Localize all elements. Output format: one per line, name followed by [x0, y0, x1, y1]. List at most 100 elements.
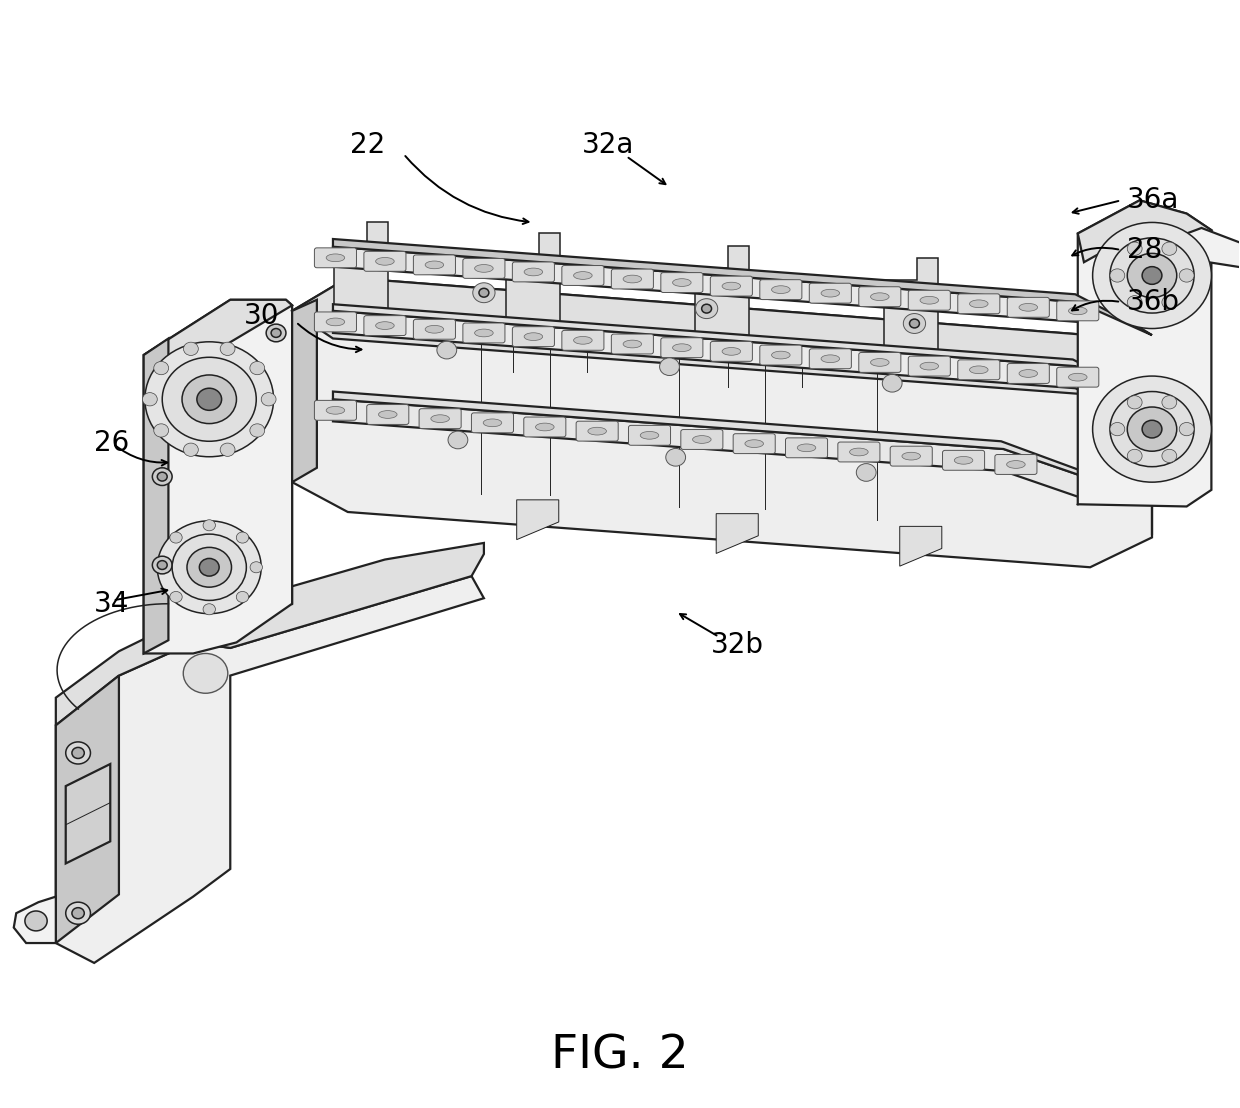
FancyBboxPatch shape	[1056, 301, 1099, 321]
FancyBboxPatch shape	[419, 409, 461, 429]
Polygon shape	[56, 543, 484, 726]
Ellipse shape	[870, 359, 889, 367]
Ellipse shape	[955, 456, 973, 464]
Polygon shape	[694, 246, 749, 339]
FancyBboxPatch shape	[859, 287, 900, 307]
Polygon shape	[14, 896, 56, 943]
FancyBboxPatch shape	[711, 276, 753, 296]
Ellipse shape	[821, 355, 839, 362]
Circle shape	[250, 424, 264, 437]
Circle shape	[221, 342, 236, 356]
Circle shape	[184, 342, 198, 356]
FancyBboxPatch shape	[463, 258, 505, 278]
Ellipse shape	[970, 366, 988, 373]
Polygon shape	[66, 765, 110, 863]
Polygon shape	[334, 391, 1090, 479]
Ellipse shape	[693, 435, 711, 443]
Circle shape	[145, 341, 274, 456]
Ellipse shape	[622, 340, 641, 348]
Ellipse shape	[484, 419, 502, 427]
Circle shape	[666, 449, 686, 466]
FancyBboxPatch shape	[315, 400, 356, 420]
Text: 36b: 36b	[1127, 288, 1180, 316]
FancyBboxPatch shape	[908, 290, 950, 310]
Polygon shape	[334, 399, 1090, 501]
Ellipse shape	[849, 448, 868, 455]
Circle shape	[170, 592, 182, 603]
Ellipse shape	[821, 289, 839, 297]
Polygon shape	[56, 676, 119, 943]
FancyBboxPatch shape	[611, 269, 653, 289]
Circle shape	[1127, 242, 1142, 255]
Circle shape	[1142, 420, 1162, 438]
Ellipse shape	[430, 414, 449, 422]
Ellipse shape	[525, 268, 543, 276]
Ellipse shape	[376, 321, 394, 329]
Ellipse shape	[870, 293, 889, 300]
Ellipse shape	[920, 362, 939, 370]
FancyBboxPatch shape	[810, 284, 852, 304]
Ellipse shape	[1069, 307, 1087, 315]
Circle shape	[472, 283, 495, 302]
Circle shape	[1127, 449, 1142, 462]
Circle shape	[143, 392, 157, 406]
Circle shape	[154, 361, 169, 375]
Circle shape	[157, 472, 167, 481]
Circle shape	[1092, 376, 1211, 482]
Polygon shape	[517, 500, 559, 540]
Ellipse shape	[326, 407, 345, 414]
Circle shape	[66, 902, 91, 924]
Polygon shape	[56, 576, 484, 963]
Circle shape	[197, 388, 222, 410]
Circle shape	[72, 907, 84, 919]
Circle shape	[448, 431, 467, 449]
FancyBboxPatch shape	[523, 417, 565, 437]
Circle shape	[200, 558, 219, 576]
FancyBboxPatch shape	[1056, 367, 1099, 387]
Circle shape	[1179, 269, 1194, 283]
Circle shape	[1110, 238, 1194, 314]
Circle shape	[156, 562, 169, 573]
FancyBboxPatch shape	[413, 255, 455, 275]
Circle shape	[184, 443, 198, 456]
Polygon shape	[334, 239, 1152, 335]
Circle shape	[1092, 223, 1211, 329]
FancyBboxPatch shape	[957, 360, 999, 380]
Circle shape	[237, 532, 249, 543]
Text: FIG. 2: FIG. 2	[551, 1034, 689, 1079]
Polygon shape	[1078, 201, 1211, 263]
Ellipse shape	[574, 337, 593, 345]
FancyBboxPatch shape	[838, 442, 880, 462]
FancyBboxPatch shape	[957, 294, 999, 314]
Polygon shape	[334, 222, 388, 316]
Circle shape	[72, 748, 84, 759]
Circle shape	[154, 424, 169, 437]
Ellipse shape	[475, 265, 494, 273]
Circle shape	[909, 319, 919, 328]
Polygon shape	[334, 311, 1149, 421]
Ellipse shape	[376, 257, 394, 265]
FancyBboxPatch shape	[562, 266, 604, 286]
FancyBboxPatch shape	[629, 425, 671, 445]
FancyBboxPatch shape	[1007, 363, 1049, 383]
Circle shape	[1162, 449, 1177, 462]
Text: 32b: 32b	[711, 630, 764, 658]
FancyBboxPatch shape	[471, 413, 513, 433]
FancyBboxPatch shape	[661, 273, 703, 293]
Ellipse shape	[797, 444, 816, 452]
Ellipse shape	[326, 254, 345, 261]
Circle shape	[1162, 396, 1177, 409]
Ellipse shape	[722, 348, 740, 356]
Ellipse shape	[970, 300, 988, 308]
FancyBboxPatch shape	[942, 450, 985, 470]
Circle shape	[1127, 254, 1177, 298]
FancyBboxPatch shape	[363, 316, 405, 336]
Circle shape	[436, 341, 456, 359]
FancyBboxPatch shape	[611, 334, 653, 353]
FancyBboxPatch shape	[413, 319, 455, 339]
Ellipse shape	[525, 332, 543, 340]
FancyBboxPatch shape	[733, 433, 775, 453]
Circle shape	[702, 305, 712, 314]
Circle shape	[1142, 267, 1162, 285]
Ellipse shape	[672, 279, 691, 287]
